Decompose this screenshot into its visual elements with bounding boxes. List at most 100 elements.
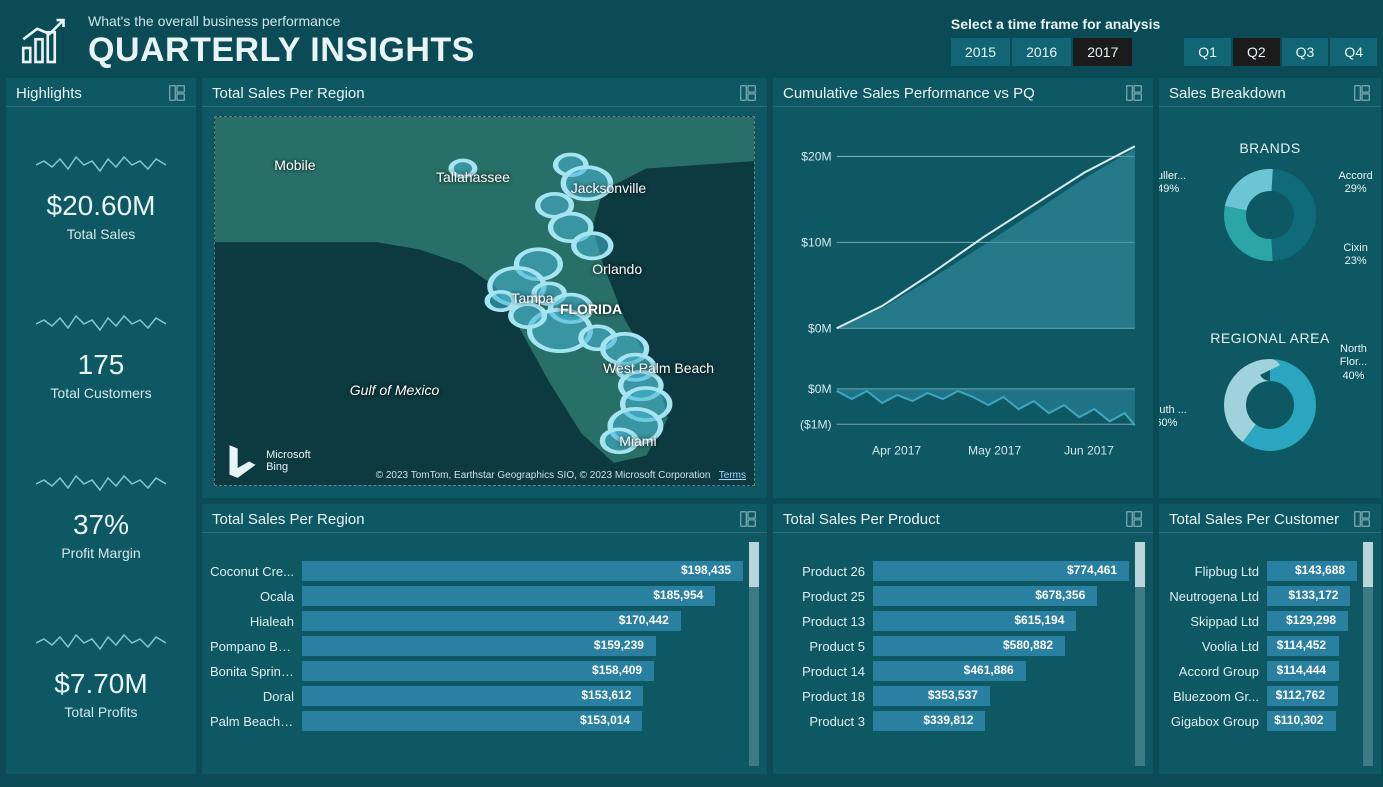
year-button-2016[interactable]: 2016 [1012,38,1071,66]
bar-row[interactable]: Pompano Be... $159,239 [210,635,743,657]
bar-label: Voolia Ltd [1167,639,1267,654]
bar-row[interactable]: Coconut Cre... $198,435 [210,560,743,582]
bar-row[interactable]: Product 14 $461,886 [781,660,1129,682]
bar-value: $678,356 [1035,588,1085,602]
bar-value: $114,444 [1277,663,1326,677]
scrollbar-thumb[interactable] [749,542,759,587]
bar-row[interactable]: Product 25 $678,356 [781,585,1129,607]
panel-header: Total Sales Per Product [773,504,1153,533]
bar-row[interactable]: Flipbug Ltd $143,688 [1167,560,1357,582]
quarter-button-q4[interactable]: Q4 [1330,38,1377,66]
sparkline-icon [36,470,166,496]
bar-track: $774,461 [873,561,1129,581]
bar-track: $143,688 [1267,561,1357,581]
bar-label: Product 25 [781,589,873,604]
donut-chart[interactable] [1215,160,1325,270]
bar-row[interactable]: Doral $153,612 [210,685,743,707]
map-city-label: Tallahassee [436,169,510,185]
bar-label: Bonita Springs [210,664,302,679]
bar-label: Skippad Ltd [1167,614,1267,629]
kpi-0: $20.60M Total Sales [36,151,166,242]
slicer-label: Select a time frame for analysis [951,16,1160,32]
bar-row[interactable]: Bluezoom Gr... $112,762 [1167,685,1357,707]
bar-label: Gigabox Group [1167,714,1267,729]
bar-row[interactable]: Voolia Ltd $114,452 [1167,635,1357,657]
insights-logo-icon [18,13,74,69]
bar-row[interactable]: Bonita Springs $158,409 [210,660,743,682]
scrollbar-thumb[interactable] [1135,542,1145,587]
panel-title: Total Sales Per Region [212,85,365,102]
report-icon[interactable] [739,510,757,528]
bar-track: $129,298 [1267,611,1357,631]
report-icon[interactable] [168,84,186,102]
bar-track: $185,954 [302,586,743,606]
bar-value: $339,812 [923,713,973,727]
breakdown-panel: Sales Breakdown BRANDSFuller...49%Accord… [1159,78,1381,498]
xtick: Jun 2017 [1064,444,1114,458]
bar-track: $158,409 [302,661,743,681]
scrollbar[interactable] [1135,542,1145,766]
kpi-value: 37% [36,509,166,541]
year-button-2015[interactable]: 2015 [951,38,1010,66]
bars-product-panel: Total Sales Per Product Product 26 $774,… [773,504,1153,774]
bar-row[interactable]: Product 18 $353,537 [781,685,1129,707]
bar-value: $129,298 [1286,613,1336,627]
report-icon[interactable] [1353,84,1371,102]
xtick: May 2017 [968,444,1021,458]
bars-customer-panel: Total Sales Per Customer Flipbug Ltd $14… [1159,504,1381,774]
bar-track: $159,239 [302,636,743,656]
quarter-button-q2[interactable]: Q2 [1233,38,1280,66]
panel-header: Sales Breakdown [1159,78,1381,107]
panel-header: Cumulative Sales Performance vs PQ [773,78,1153,107]
bar-label: Pompano Be... [210,639,302,654]
ytick: $10M [801,235,831,249]
bar-row[interactable]: Hialeah $170,442 [210,610,743,632]
bar-row[interactable]: Ocala $185,954 [210,585,743,607]
bar-value: $170,442 [619,613,669,627]
panel-title: Total Sales Per Region [212,511,365,528]
bar-track: $678,356 [873,586,1129,606]
title-block: What's the overall business performance … [88,13,475,70]
scrollbar[interactable] [1363,542,1373,766]
bar-value: $185,954 [653,588,703,602]
bar-label: Coconut Cre... [210,564,302,579]
quarter-button-q3[interactable]: Q3 [1282,38,1329,66]
map-body[interactable]: MobileTallahasseeJacksonvilleOrlandoTamp… [214,116,755,486]
bar-row[interactable]: Neutrogena Ltd $133,172 [1167,585,1357,607]
map-city-label: Gulf of Mexico [350,382,439,398]
report-icon[interactable] [1125,84,1143,102]
quarter-button-q1[interactable]: Q1 [1184,38,1231,66]
report-icon[interactable] [1125,510,1143,528]
bar-row[interactable]: Product 26 $774,461 [781,560,1129,582]
year-slicer: Select a time frame for analysis 2015201… [951,16,1160,66]
donut-chart[interactable] [1215,350,1325,460]
bar-row[interactable]: Product 5 $580,882 [781,635,1129,657]
map-bubble[interactable] [574,233,611,258]
bar-label: Product 5 [781,639,873,654]
bar-row[interactable]: Accord Group $114,444 [1167,660,1357,682]
year-button-2017[interactable]: 2017 [1073,38,1132,66]
donut-1: REGIONAL AREANorth Flor...40%South ...60… [1163,330,1377,465]
scrollbar-thumb[interactable] [1363,542,1373,587]
panel-title: Total Sales Per Product [783,511,940,528]
subtitle: What's the overall business performance [88,13,475,29]
bar-track: $170,442 [302,611,743,631]
bar-track: $110,302 [1267,711,1357,731]
bar-row[interactable]: Gigabox Group $110,302 [1167,710,1357,732]
bars-list: Product 26 $774,461 Product 25 $678,356 … [781,542,1129,766]
cumulative-chart[interactable]: $20M $10M $0M $0M ($1M) Apr 2017 May 201… [781,116,1145,490]
panel-title: Total Sales Per Customer [1169,511,1339,528]
terms-link[interactable]: Terms [719,470,746,481]
bars-body: Product 26 $774,461 Product 25 $678,356 … [781,542,1145,766]
scrollbar[interactable] [749,542,759,766]
bar-row[interactable]: Product 3 $339,812 [781,710,1129,732]
bar-row[interactable]: Skippad Ltd $129,298 [1167,610,1357,632]
bar-track: $461,886 [873,661,1129,681]
report-icon[interactable] [1353,510,1371,528]
report-icon[interactable] [739,84,757,102]
map-bubble[interactable] [511,304,545,327]
map-city-label: Jacksonville [571,180,646,196]
bar-row[interactable]: Product 13 $615,194 [781,610,1129,632]
bar-row[interactable]: Palm Beach ... $153,014 [210,710,743,732]
bar-label: Product 18 [781,689,873,704]
